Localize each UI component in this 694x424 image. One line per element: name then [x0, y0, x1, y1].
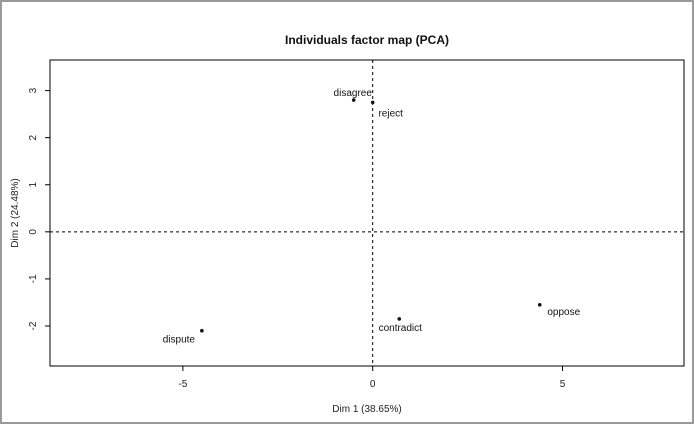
x-axis-label: Dim 1 (38.65%) — [332, 404, 401, 415]
point-label: contradict — [379, 323, 423, 334]
plot-area — [49, 59, 685, 367]
y-tick-label: -1 — [28, 274, 39, 283]
point-label: oppose — [547, 307, 580, 318]
y-tick-label: -2 — [28, 321, 39, 330]
x-tick-label: 5 — [560, 379, 566, 390]
data-point — [351, 98, 356, 102]
chart-title: Individuals factor map (PCA) — [285, 33, 449, 47]
y-tick-label: 1 — [28, 182, 39, 188]
y-axis-label: Dim 2 (24.48%) — [10, 178, 21, 247]
point-label: dispute — [163, 335, 196, 346]
point-label: disagree — [334, 88, 373, 99]
x-tick-label: -5 — [178, 379, 187, 390]
x-tick-label: 0 — [370, 379, 376, 390]
y-tick-label: 0 — [28, 229, 39, 235]
y-tick-label: 2 — [28, 134, 39, 140]
data-point — [370, 100, 375, 105]
point-label: reject — [378, 108, 403, 119]
data-point — [200, 328, 204, 333]
data-point — [397, 317, 402, 321]
y-tick-label: 3 — [28, 87, 39, 93]
data-point — [537, 303, 542, 307]
